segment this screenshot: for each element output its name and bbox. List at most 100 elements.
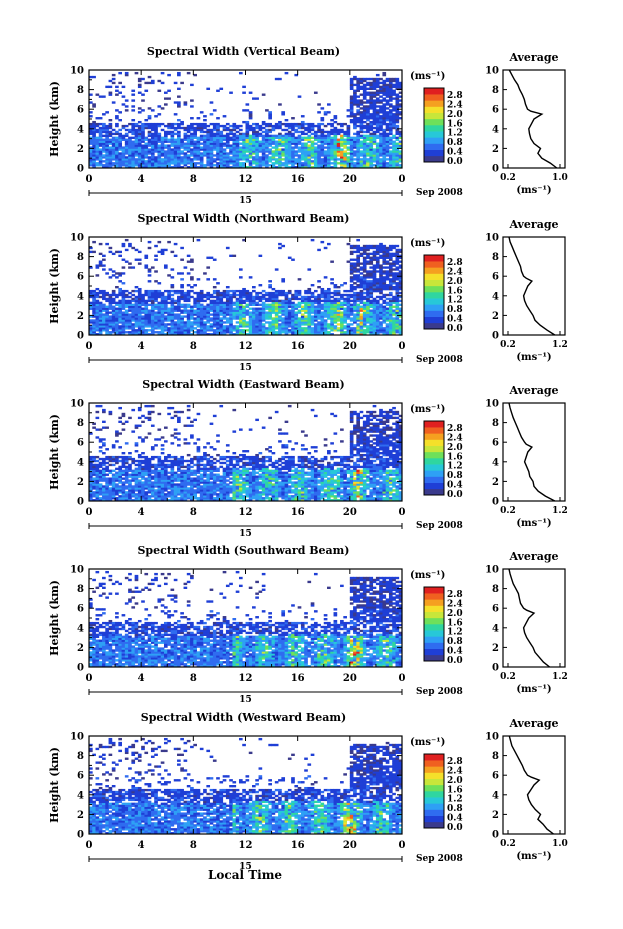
heatmap-cell — [353, 164, 357, 167]
heatmap-cell — [209, 140, 214, 143]
heatmap-cell — [121, 293, 126, 297]
heatmap-cell — [108, 455, 113, 459]
heatmap-cell — [89, 154, 93, 157]
heatmap-cell — [111, 305, 116, 308]
heatmap-cell — [372, 132, 377, 136]
heatmap-cell — [92, 146, 96, 149]
heatmap-cell — [362, 107, 367, 110]
heatmap-cell — [385, 144, 390, 147]
heatmap-cell — [229, 132, 233, 136]
heatmap-cell — [206, 128, 211, 132]
heatmap-cell — [167, 97, 171, 100]
heatmap-cell — [199, 160, 204, 163]
heatmap-cell — [232, 289, 237, 293]
heatmap-cell — [359, 144, 364, 147]
heatmap-cell — [349, 166, 354, 169]
heatmap-cell — [291, 138, 295, 141]
heatmap-cell — [193, 154, 197, 157]
heatmap-cells — [89, 238, 403, 336]
heatmap-cell — [212, 124, 217, 128]
heatmap-cell — [105, 317, 109, 320]
heatmap-cell — [278, 132, 282, 136]
heatmap-cell — [108, 293, 113, 297]
panel-1: Spectral Width (Vertical Beam)0246810Hei… — [48, 45, 568, 206]
heatmap-cell — [238, 158, 243, 161]
heatmap-cell — [124, 260, 129, 263]
heatmap-cell — [300, 305, 305, 308]
heatmap-cell — [372, 87, 377, 90]
heatmap-cell — [284, 160, 289, 163]
heatmap-cell — [392, 120, 396, 124]
heatmap-cell — [327, 154, 331, 157]
heatmap-cell — [160, 71, 165, 75]
heatmap-cell — [392, 83, 396, 87]
heatmap-cell — [287, 138, 292, 141]
heatmap-cell — [144, 162, 149, 165]
heatmap-cell — [291, 164, 295, 167]
heatmap-cell — [307, 152, 312, 155]
heatmap-cell — [141, 124, 145, 128]
heatmap-cell — [366, 150, 370, 153]
heatmap-cell — [238, 329, 243, 332]
avg-x-tick-label: 1.2 — [552, 340, 568, 350]
heatmap-cell — [137, 295, 142, 299]
heatmap-cell — [395, 124, 400, 128]
heatmap-cell — [92, 295, 96, 299]
heatmap-cell — [124, 303, 129, 306]
heatmap-cell — [258, 132, 263, 136]
heatmap-cell — [232, 301, 237, 305]
heatmap-cell — [89, 327, 93, 330]
heatmap-cell — [297, 301, 302, 305]
heatmap-cell — [346, 260, 351, 263]
heatmap-cell — [271, 152, 276, 155]
heatmap-cell — [209, 128, 214, 132]
heatmap-cell — [265, 130, 269, 134]
heatmap-cell — [193, 140, 197, 143]
heatmap-cell — [333, 156, 338, 159]
heatmap-cell — [196, 146, 201, 149]
heatmap-cell — [134, 319, 139, 322]
heatmap-cell — [212, 299, 217, 303]
heatmap-cell — [225, 134, 230, 138]
heatmap-cell — [177, 156, 181, 159]
heatmap-cell — [297, 156, 302, 159]
heatmap-cell — [163, 162, 168, 165]
heatmap-cell — [362, 156, 367, 159]
heatmap-cell — [193, 166, 197, 169]
heatmap-cell — [102, 156, 106, 159]
heatmap-cell — [225, 136, 230, 139]
heatmap-cell — [121, 321, 126, 324]
heatmap-cell — [222, 144, 227, 147]
heatmap-cell — [102, 438, 106, 441]
heatmap-cell — [284, 152, 289, 155]
x-tick-label: 0 — [399, 174, 406, 185]
heatmap-cell — [336, 286, 341, 289]
heatmap-cell — [137, 291, 142, 295]
heatmap-cell — [336, 148, 341, 151]
heatmap-cell — [320, 287, 325, 291]
heatmap-cell — [268, 134, 272, 138]
heatmap-cell — [95, 154, 100, 157]
heatmap-cell — [180, 158, 184, 161]
heatmap-cell — [265, 311, 269, 314]
heatmap-cell — [300, 154, 305, 157]
heatmap-cell — [95, 301, 100, 305]
heatmap-cell — [340, 124, 344, 128]
heatmap-cell — [98, 303, 103, 306]
heatmap-cell — [193, 297, 197, 301]
heatmap-cell — [183, 142, 188, 145]
heatmap-cell — [183, 303, 188, 306]
heatmap-cell — [320, 154, 325, 157]
heatmap-cell — [248, 162, 253, 165]
heatmap-cell — [359, 146, 364, 149]
heatmap-cell — [278, 140, 282, 143]
heatmap-cell — [118, 287, 122, 291]
heatmap-cell — [98, 295, 103, 299]
heatmap-cell — [232, 152, 237, 155]
heatmap-cell — [102, 317, 106, 320]
heatmap-cell — [255, 126, 259, 130]
heatmap-cell — [369, 144, 374, 147]
heatmap-cell — [137, 126, 142, 130]
heatmap-cell — [385, 140, 390, 143]
heatmap-cell — [180, 140, 184, 143]
